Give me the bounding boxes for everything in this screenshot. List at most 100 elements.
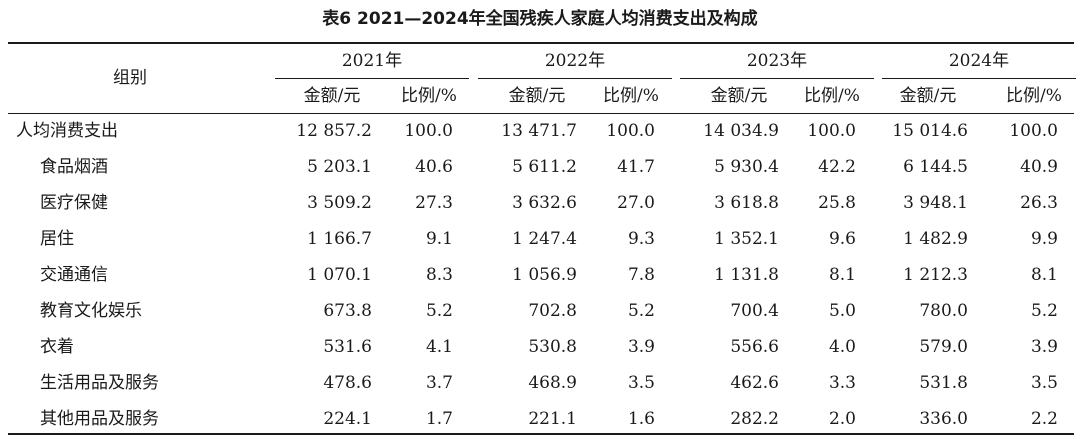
amount-cell: 1 070.1 [307,265,372,285]
percent-cell: 40.9 [1020,157,1058,177]
percent-cell: 3.5 [1030,373,1058,393]
percent-cell: 8.1 [828,265,856,285]
percent-cell: 40.6 [415,157,453,177]
amount-cell: 1 212.3 [903,265,968,285]
group-header: 组别 [113,68,147,88]
year-header: 2021年 [341,51,403,71]
amount-cell: 478.6 [323,373,372,393]
amount-cell: 1 352.1 [714,229,779,249]
percent-cell: 5.2 [627,301,655,321]
top-rule [8,42,1074,44]
amount-cell: 556.6 [730,337,779,357]
amount-cell: 702.8 [528,301,577,321]
percent-cell: 3.5 [627,373,655,393]
amount-cell: 3 632.6 [512,193,577,213]
amount-cell: 12 857.2 [296,121,372,141]
percent-cell: 3.7 [425,373,453,393]
row-label: 教育文化娱乐 [40,301,142,321]
row-label: 医疗保健 [40,193,108,213]
amount-cell: 1 482.9 [903,229,968,249]
amount-header: 金额/元 [899,86,957,106]
percent-cell: 7.8 [627,265,655,285]
amount-cell: 3 948.1 [903,193,968,213]
amount-cell: 13 471.7 [501,121,577,141]
amount-cell: 1 166.7 [307,229,372,249]
amount-cell: 282.2 [730,409,779,429]
percent-header: 比例/% [804,86,860,106]
percent-cell: 42.2 [818,157,856,177]
amount-cell: 1 056.9 [512,265,577,285]
percent-cell: 8.3 [425,265,453,285]
percent-cell: 2.0 [828,409,856,429]
percent-cell: 1.6 [627,409,655,429]
amount-header: 金额/元 [710,86,768,106]
percent-cell: 3.9 [1030,337,1058,357]
percent-cell: 3.9 [627,337,655,357]
amount-header: 金额/元 [508,86,566,106]
amount-cell: 5 203.1 [307,157,372,177]
percent-cell: 9.3 [627,229,655,249]
amount-cell: 531.6 [323,337,372,357]
percent-cell: 8.1 [1030,265,1058,285]
amount-cell: 6 144.5 [903,157,968,177]
amount-header: 金额/元 [303,86,361,106]
percent-cell: 100.0 [404,121,453,141]
percent-cell: 25.8 [818,193,856,213]
percent-cell: 100.0 [606,121,655,141]
percent-header: 比例/% [1006,86,1062,106]
amount-cell: 673.8 [323,301,372,321]
percent-cell: 26.3 [1020,193,1058,213]
amount-cell: 468.9 [528,373,577,393]
amount-cell: 221.1 [528,409,577,429]
year-subrule [680,78,874,79]
year-header: 2023年 [746,51,808,71]
percent-cell: 5.2 [425,301,453,321]
amount-cell: 700.4 [730,301,779,321]
row-label: 生活用品及服务 [40,373,159,393]
amount-cell: 579.0 [919,337,968,357]
percent-header: 比例/% [603,86,659,106]
year-header: 2022年 [544,51,606,71]
percent-cell: 5.0 [828,301,856,321]
row-label: 衣着 [40,337,74,357]
percent-cell: 9.1 [425,229,453,249]
percent-cell: 4.1 [425,337,453,357]
bottom-rule [8,433,1074,435]
header-rule [8,113,1074,114]
year-subrule [478,78,672,79]
percent-cell: 100.0 [1009,121,1058,141]
percent-cell: 9.6 [828,229,856,249]
amount-cell: 531.8 [919,373,968,393]
amount-cell: 462.6 [730,373,779,393]
percent-cell: 3.3 [828,373,856,393]
amount-cell: 530.8 [528,337,577,357]
percent-cell: 27.3 [415,193,453,213]
percent-cell: 4.0 [828,337,856,357]
table-title: 表6 2021—2024年全国残疾人家庭人均消费支出及构成 [322,9,758,29]
percent-cell: 1.7 [425,409,453,429]
year-subrule [882,78,1076,79]
percent-cell: 9.9 [1030,229,1058,249]
amount-cell: 780.0 [919,301,968,321]
row-label: 居住 [40,229,74,249]
amount-cell: 336.0 [919,409,968,429]
row-label: 人均消费支出 [16,121,118,141]
amount-cell: 5 930.4 [714,157,779,177]
row-label: 其他用品及服务 [40,409,159,429]
amount-cell: 15 014.6 [892,121,968,141]
row-label: 交通通信 [40,265,108,285]
amount-cell: 224.1 [323,409,372,429]
percent-cell: 5.2 [1030,301,1058,321]
year-header: 2024年 [948,51,1010,71]
percent-cell: 100.0 [807,121,856,141]
percent-cell: 27.0 [617,193,655,213]
year-subrule [275,78,469,79]
amount-cell: 5 611.2 [512,157,577,177]
amount-cell: 14 034.9 [703,121,779,141]
percent-cell: 2.2 [1030,409,1058,429]
percent-header: 比例/% [401,86,457,106]
percent-cell: 41.7 [617,157,655,177]
amount-cell: 1 131.8 [714,265,779,285]
row-label: 食品烟酒 [40,157,108,177]
amount-cell: 3 509.2 [307,193,372,213]
